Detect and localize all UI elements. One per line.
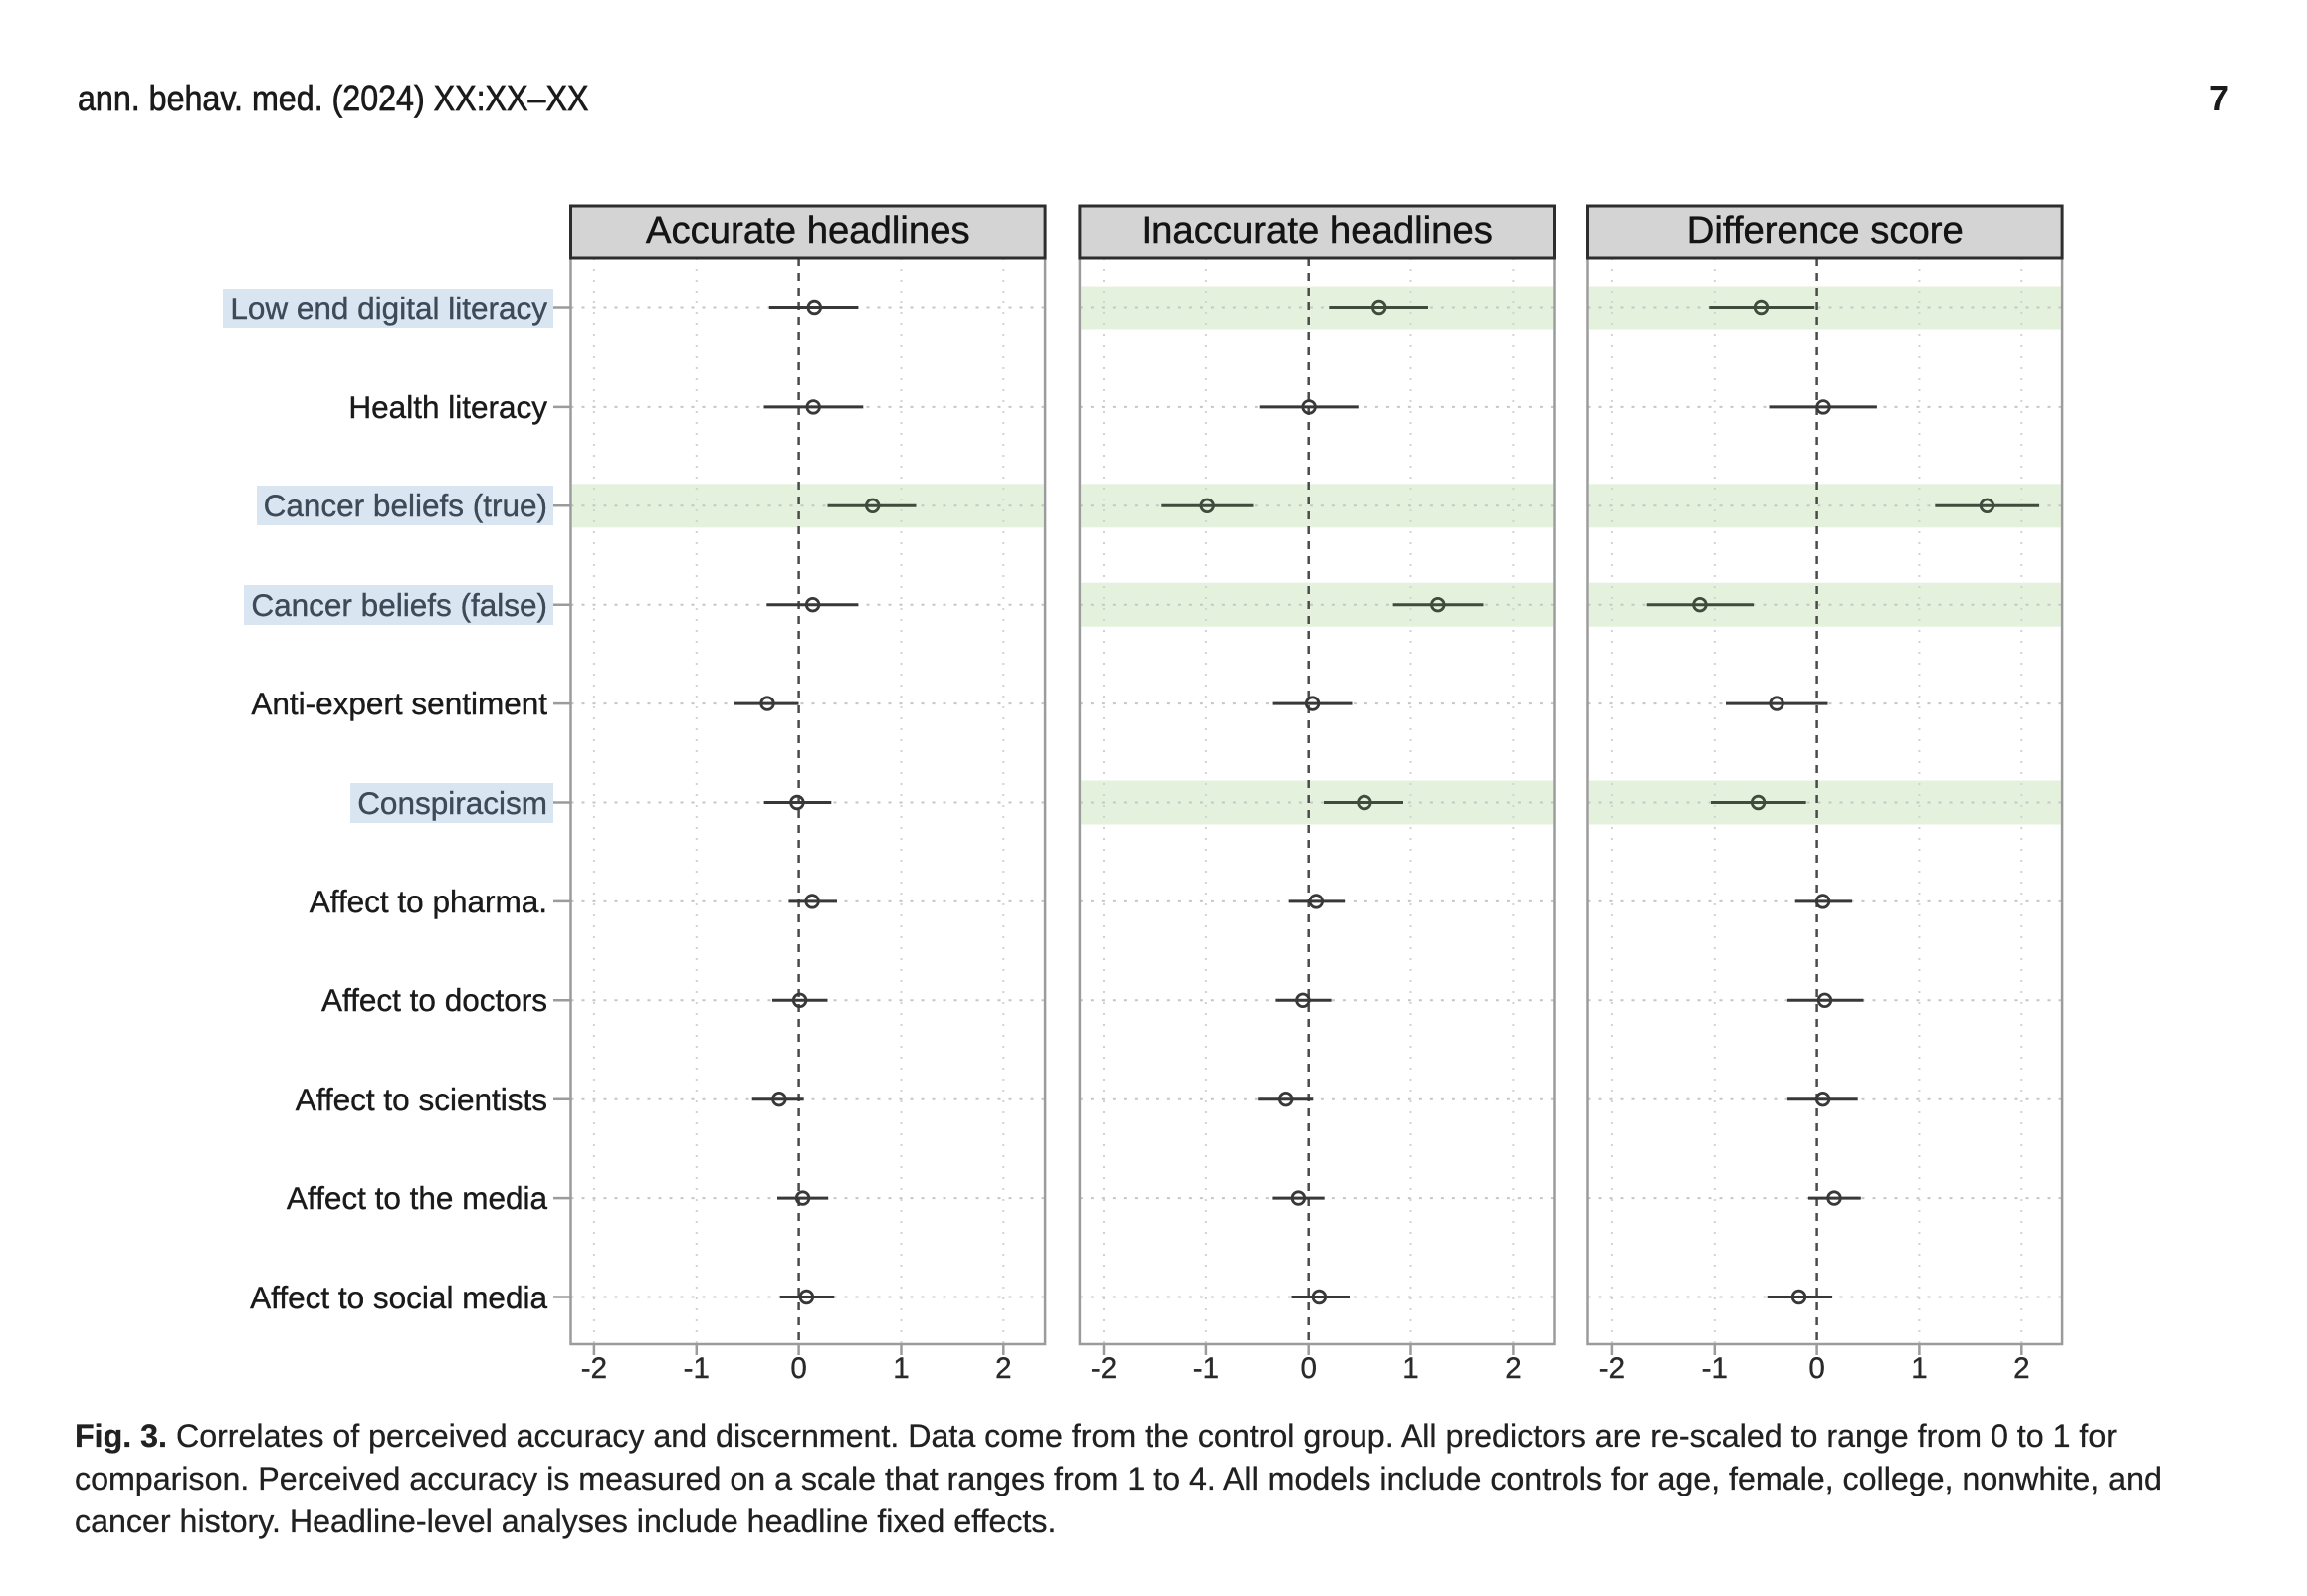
svg-text:-2: -2 — [1091, 1352, 1117, 1385]
svg-text:Difference score: Difference score — [1687, 209, 1964, 252]
svg-text:1: 1 — [893, 1352, 909, 1385]
svg-text:-1: -1 — [1702, 1352, 1728, 1385]
svg-text:1: 1 — [1911, 1352, 1927, 1385]
svg-text:Accurate headlines: Accurate headlines — [646, 209, 970, 252]
svg-text:0: 0 — [1808, 1352, 1824, 1385]
svg-text:2: 2 — [2013, 1352, 2029, 1385]
svg-text:0: 0 — [790, 1352, 806, 1385]
svg-text:2: 2 — [995, 1352, 1011, 1385]
svg-text:Inaccurate headlines: Inaccurate headlines — [1141, 209, 1492, 252]
svg-text:2: 2 — [1505, 1352, 1521, 1385]
svg-text:-2: -2 — [1599, 1352, 1625, 1385]
svg-text:0: 0 — [1300, 1352, 1316, 1385]
svg-text:1: 1 — [1402, 1352, 1418, 1385]
svg-text:-1: -1 — [684, 1352, 710, 1385]
svg-text:-1: -1 — [1193, 1352, 1219, 1385]
svg-text:-2: -2 — [581, 1352, 607, 1385]
